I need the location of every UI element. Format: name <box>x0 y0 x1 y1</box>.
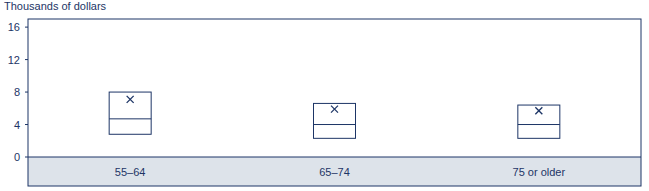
median-line <box>518 124 560 125</box>
y-tick-label: 4 <box>14 119 20 131</box>
y-tick <box>25 59 28 60</box>
y-tick <box>25 124 28 125</box>
chart-svg: Thousands of dollars 0 4 8 12 16 55–64 65–74 75 … <box>0 0 649 191</box>
mean-marker-stroke <box>331 106 338 113</box>
median-line <box>314 124 356 125</box>
y-tick-label: 12 <box>8 54 20 66</box>
mean-marker-stroke <box>127 96 134 103</box>
category-band <box>28 157 641 186</box>
mean-marker <box>535 107 542 114</box>
y-tick <box>25 157 28 158</box>
plot-area <box>109 92 560 138</box>
mean-marker-stroke <box>535 107 542 114</box>
median-line <box>109 118 151 119</box>
y-tick-label: 0 <box>14 151 20 163</box>
y-tick <box>25 92 28 93</box>
y-tick <box>25 27 28 28</box>
mean-marker <box>127 96 134 103</box>
chart: Thousands of dollars 0 4 8 12 16 55–64 65–74 75 … <box>0 0 649 191</box>
mean-marker <box>331 106 338 113</box>
y-axis-label: Thousands of dollars <box>4 0 107 12</box>
mean-marker-stroke <box>535 107 542 114</box>
mean-marker-stroke <box>127 96 134 103</box>
x-tick-label: 75 or older <box>513 166 566 178</box>
box <box>109 92 151 134</box>
x-tick-label: 65–74 <box>319 166 350 178</box>
x-tick-label: 55–64 <box>115 166 146 178</box>
baseline <box>28 157 641 158</box>
box <box>314 103 356 138</box>
y-tick-label: 8 <box>14 86 20 98</box>
plot-frame <box>28 19 641 186</box>
mean-marker-stroke <box>331 106 338 113</box>
box <box>518 105 560 138</box>
y-tick-label: 16 <box>8 21 20 33</box>
